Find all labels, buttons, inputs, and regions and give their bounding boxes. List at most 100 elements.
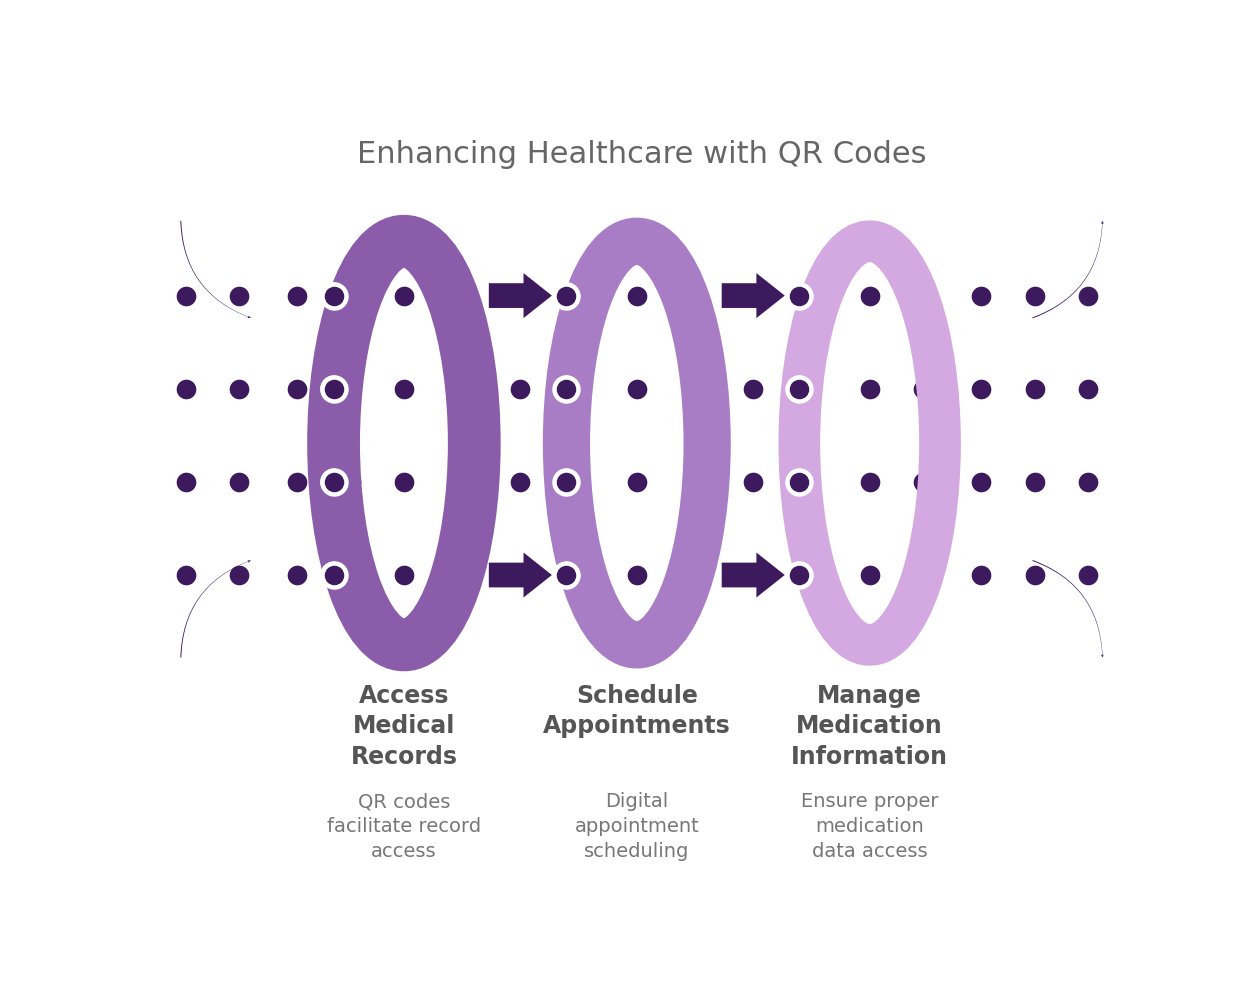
Text: QR codes
facilitate record
access: QR codes facilitate record access (327, 792, 481, 862)
Point (1078, 381, 1098, 397)
FancyArrowPatch shape (180, 221, 250, 319)
Point (323, 287, 343, 303)
Point (627, 566, 647, 583)
Point (556, 381, 576, 397)
Point (323, 566, 343, 583)
Point (913, 474, 933, 490)
Point (744, 287, 764, 303)
Point (556, 566, 576, 583)
Text: Digital
appointment
scheduling: Digital appointment scheduling (575, 792, 699, 862)
Text: Enhancing Healthcare with QR Codes: Enhancing Healthcare with QR Codes (357, 140, 926, 169)
Text: Schedule
Appointments: Schedule Appointments (543, 683, 731, 738)
Point (685, 474, 705, 490)
Point (796, 566, 816, 583)
Point (287, 381, 307, 397)
Point (1078, 474, 1098, 490)
Point (394, 566, 414, 583)
Point (627, 474, 647, 490)
Point (556, 474, 576, 490)
Point (563, 474, 583, 490)
Point (556, 381, 576, 397)
Point (789, 566, 809, 583)
Point (323, 474, 343, 490)
Point (556, 474, 576, 490)
Point (556, 566, 576, 583)
Point (1024, 381, 1044, 397)
Point (323, 287, 343, 303)
Point (744, 474, 764, 490)
Point (563, 381, 583, 397)
Point (229, 287, 249, 303)
Point (394, 381, 414, 397)
FancyArrowPatch shape (1032, 221, 1103, 319)
Point (1078, 287, 1098, 303)
Point (563, 287, 583, 303)
Point (972, 381, 992, 397)
Point (287, 474, 307, 490)
Point (323, 566, 343, 583)
Point (860, 474, 880, 490)
Point (796, 474, 816, 490)
Point (556, 287, 576, 303)
Point (789, 381, 809, 397)
Text: Manage
Medication
Information: Manage Medication Information (791, 683, 948, 769)
Point (323, 566, 343, 583)
Point (744, 566, 764, 583)
Point (789, 381, 809, 397)
Point (789, 287, 809, 303)
Point (323, 474, 343, 490)
Point (341, 287, 361, 303)
Point (789, 474, 809, 490)
Point (452, 381, 472, 397)
Point (563, 566, 583, 583)
Point (175, 474, 195, 490)
Point (789, 287, 809, 303)
Point (287, 566, 307, 583)
Text: Ensure proper
medication
data access: Ensure proper medication data access (801, 792, 939, 862)
Point (556, 474, 576, 490)
Point (1024, 474, 1044, 490)
Point (511, 566, 531, 583)
Polygon shape (488, 273, 552, 319)
Point (789, 287, 809, 303)
Point (860, 381, 880, 397)
Point (556, 381, 576, 397)
Point (556, 287, 576, 303)
Polygon shape (721, 552, 785, 598)
Point (789, 566, 809, 583)
Point (556, 287, 576, 303)
Point (341, 474, 361, 490)
Point (323, 287, 343, 303)
Point (913, 287, 933, 303)
Point (229, 474, 249, 490)
FancyArrowPatch shape (180, 560, 250, 657)
Point (323, 381, 343, 397)
Point (972, 474, 992, 490)
Point (452, 287, 472, 303)
Point (287, 287, 307, 303)
Point (789, 474, 809, 490)
Point (323, 381, 343, 397)
Point (685, 381, 705, 397)
Point (860, 566, 880, 583)
Point (627, 381, 647, 397)
Point (744, 381, 764, 397)
Point (860, 287, 880, 303)
Point (685, 287, 705, 303)
Point (913, 566, 933, 583)
Point (1024, 287, 1044, 303)
Point (511, 474, 531, 490)
Point (452, 566, 472, 583)
Point (175, 287, 195, 303)
Point (556, 566, 576, 583)
Polygon shape (488, 552, 552, 598)
Point (511, 381, 531, 397)
Point (627, 287, 647, 303)
Point (972, 287, 992, 303)
Point (913, 381, 933, 397)
Point (394, 287, 414, 303)
Point (789, 474, 809, 490)
Point (175, 381, 195, 397)
Point (229, 381, 249, 397)
Point (789, 381, 809, 397)
